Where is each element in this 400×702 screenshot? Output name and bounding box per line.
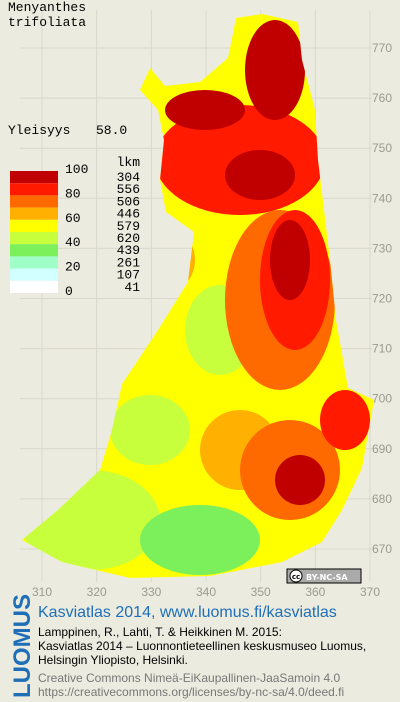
grid-east-label: 370	[360, 585, 380, 599]
citation: Kasviatlas 2014 – Luonnontieteellinen ke…	[38, 639, 366, 653]
credits: Lamppinen, R., Lahti, T. & Heikkinen M. …	[38, 625, 366, 699]
legend-swatch	[10, 232, 58, 245]
grid-north-label: 680	[372, 492, 392, 506]
grid-labels: 770 760 750 740 730 720 710 700 690 680 670 310 320 3…	[32, 41, 392, 599]
legend-swatch	[10, 244, 58, 257]
legend-swatch	[10, 256, 58, 269]
map-area	[165, 90, 245, 130]
grid-north-label: 670	[372, 542, 392, 556]
legend-scale-label: 60	[65, 211, 81, 226]
legend-count: 107	[117, 268, 140, 283]
grid-north-label: 720	[372, 292, 392, 306]
license-badge: cc BY-NC-SA	[286, 568, 362, 584]
grid-east-label: 360	[305, 585, 325, 599]
legend-count: 446	[117, 207, 140, 222]
legend-scale-label: 100	[65, 162, 88, 177]
legend-count: 439	[117, 243, 140, 258]
species-name: trifoliata	[8, 15, 86, 30]
frequency-label: Yleisyys	[8, 123, 70, 138]
map-area	[275, 455, 325, 505]
license: https://creativecommons.org/licenses/by-…	[38, 685, 344, 699]
legend-scale-label: 0	[65, 284, 73, 299]
legend-count: 41	[124, 280, 140, 295]
legend-swatch	[10, 207, 58, 220]
grid-north-label: 760	[372, 91, 392, 105]
legend-swatch	[10, 171, 58, 184]
badge-icon-text: cc	[292, 573, 300, 581]
grid-north-label: 770	[372, 41, 392, 55]
badge-text: BY-NC-SA	[306, 573, 348, 582]
badge-icon	[289, 569, 303, 583]
frequency-value: 58.0	[96, 123, 127, 138]
grid-north-label: 700	[372, 392, 392, 406]
grid-east-label: 320	[87, 585, 107, 599]
legend-count: 556	[117, 182, 140, 197]
citation: Helsingin Yliopisto, Helsinki.	[38, 653, 188, 667]
badge-box	[286, 568, 362, 584]
species-name: Menyanthes	[8, 0, 86, 15]
map-area	[140, 505, 260, 575]
grid-east-label: 330	[141, 585, 161, 599]
legend-swatch	[10, 219, 58, 232]
citation: Lamppinen, R., Lahti, T. & Heikkinen M. …	[38, 625, 282, 639]
grid-east-label: 340	[196, 585, 216, 599]
legend-swatch	[10, 268, 58, 281]
grid-north-label: 750	[372, 141, 392, 155]
grid-north-label: 710	[372, 342, 392, 356]
legend-swatch	[10, 195, 58, 208]
license: Creative Commons Nimeä-EiKaupallinen-Jaa…	[38, 671, 340, 685]
legend-count: 261	[117, 255, 141, 270]
grid-north-label: 740	[372, 191, 392, 205]
grid-north-label: 730	[372, 241, 392, 255]
legend-scale-label: 20	[65, 260, 81, 275]
map-area	[245, 20, 305, 120]
map-area	[270, 220, 310, 300]
grid-east-label: 310	[32, 585, 52, 599]
legend-scale-label: 40	[65, 235, 81, 250]
legend-count: 579	[117, 219, 140, 234]
map-area	[110, 395, 190, 465]
legend-swatch	[10, 183, 58, 196]
legend-count: 304	[117, 170, 141, 185]
grid-north-label: 690	[372, 442, 392, 456]
legend-count: 620	[117, 231, 140, 246]
grid-east-label: 350	[251, 585, 271, 599]
link[interactable]: Kasviatlas 2014, www.luomus.fi/kasviatla…	[38, 604, 337, 621]
map-area	[225, 150, 295, 200]
legend-swatch	[10, 280, 58, 293]
map-area	[320, 390, 370, 450]
legend-count: 506	[117, 194, 140, 209]
brand: LUOMUS	[9, 594, 36, 698]
legend-scale-label: 80	[65, 186, 81, 201]
legend-header: lkm	[117, 155, 141, 170]
